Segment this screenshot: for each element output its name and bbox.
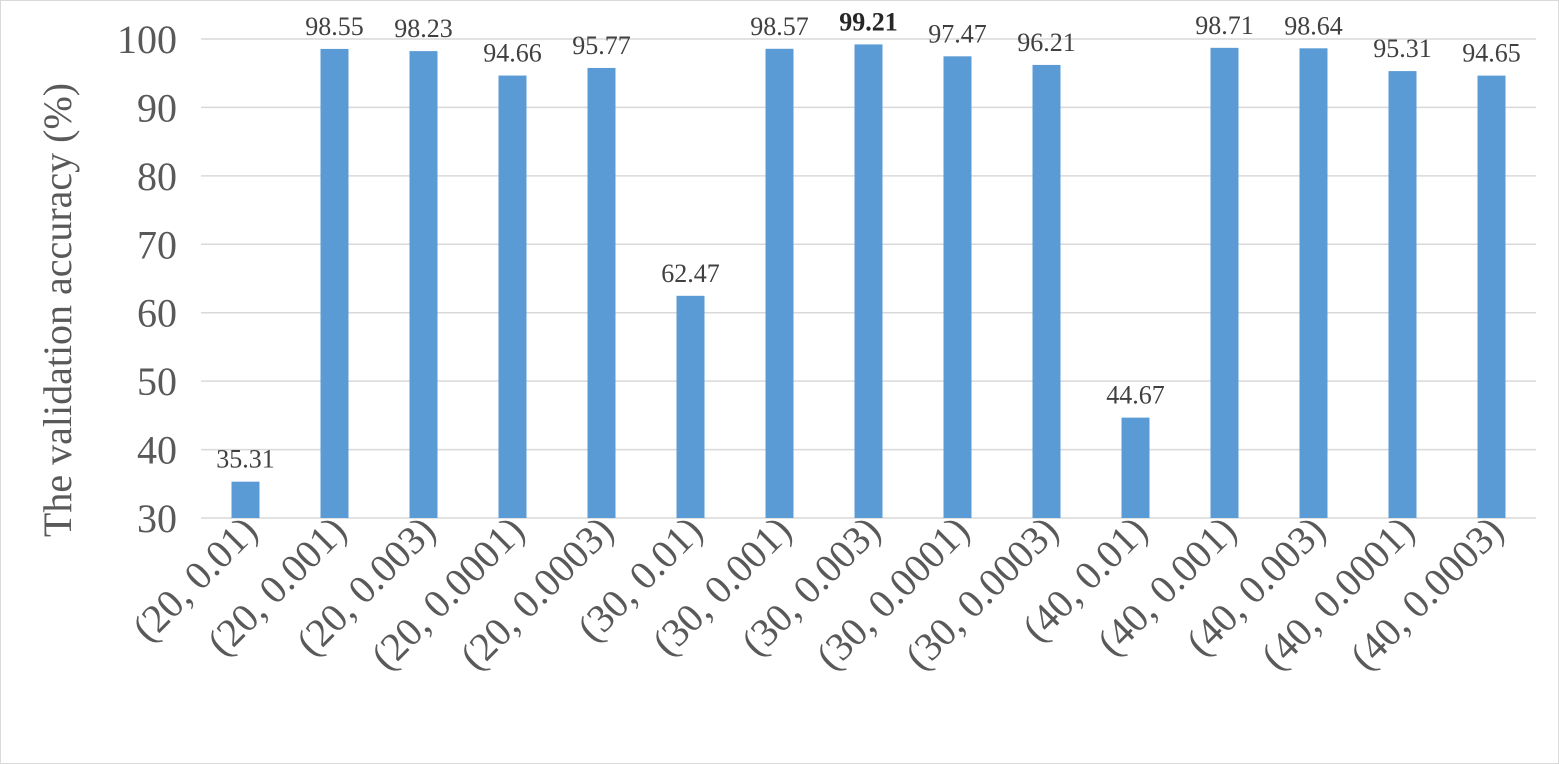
data-label: 98.23 — [394, 14, 453, 43]
data-label: 96.21 — [1017, 28, 1076, 57]
bars — [231, 44, 1506, 519]
bar — [498, 75, 527, 518]
x-axis-ticks: (20, 0.01)(20, 0.001)(20, 0.003)(20, 0.0… — [123, 508, 1512, 679]
data-label: 94.65 — [1462, 39, 1521, 68]
bar — [409, 51, 438, 519]
data-label: 95.31 — [1373, 34, 1432, 63]
bar — [1388, 71, 1417, 518]
data-label: 98.64 — [1284, 11, 1343, 40]
data-label: 98.55 — [305, 12, 364, 41]
y-tick-label: 60 — [137, 291, 177, 336]
bar — [587, 67, 616, 518]
bar — [854, 44, 883, 519]
bar — [943, 56, 972, 518]
data-label: 97.47 — [928, 19, 987, 48]
y-tick-label: 100 — [117, 17, 177, 62]
y-tick-label: 90 — [137, 85, 177, 130]
bar — [320, 48, 349, 518]
y-tick-label: 40 — [137, 428, 177, 473]
data-label: 98.57 — [750, 12, 809, 41]
data-label: 94.66 — [483, 39, 542, 68]
data-label: 95.77 — [572, 31, 631, 60]
y-tick-label: 80 — [137, 154, 177, 199]
data-label: 62.47 — [661, 259, 720, 288]
bar — [1121, 417, 1150, 518]
bar — [1032, 64, 1061, 518]
bar — [1477, 75, 1506, 518]
data-label: 35.31 — [216, 445, 275, 474]
bar — [1299, 48, 1328, 519]
y-tick-label: 30 — [137, 496, 177, 541]
y-axis-title: The validation accuracy (%) — [35, 83, 80, 537]
bar — [1210, 47, 1239, 519]
data-label: 98.71 — [1195, 11, 1254, 40]
bar — [765, 48, 794, 519]
data-label: 99.21 — [839, 7, 898, 36]
y-tick-label: 50 — [137, 359, 177, 404]
bar — [231, 481, 260, 518]
bar — [676, 295, 705, 518]
y-tick-label: 70 — [137, 222, 177, 267]
data-label: 44.67 — [1106, 381, 1165, 410]
data-labels: 35.31 98.55 98.23 94.66 95.77 62.47 98.57 99.21… — [216, 7, 1521, 473]
y-axis-ticks: 30 40 50 60 70 80 90 100 — [117, 17, 177, 541]
